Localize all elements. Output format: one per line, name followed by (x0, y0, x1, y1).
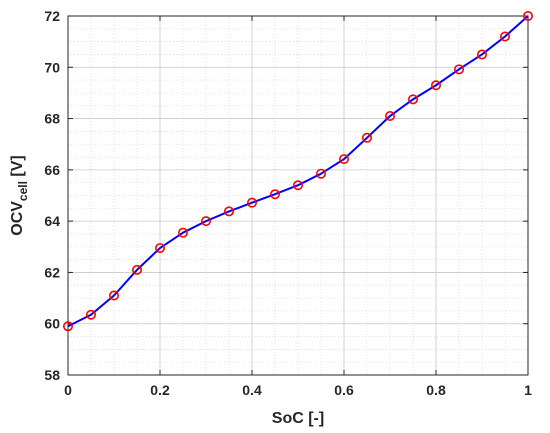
data-point-marker (361, 132, 372, 143)
data-point-marker (155, 243, 166, 254)
y-tick-label: 64 (44, 213, 60, 229)
y-tick-label: 60 (44, 316, 60, 332)
data-point-marker (224, 206, 235, 217)
data-point-marker (269, 189, 280, 200)
data-point-marker (407, 94, 418, 105)
x-tick-label: 0 (64, 382, 72, 398)
y-axis-ticks: 58 60 62 64 66 68 70 72 (44, 8, 528, 383)
y-tick-label: 58 (44, 367, 60, 383)
data-point-marker (338, 154, 349, 165)
series-group (62, 11, 533, 332)
plot-frame (67, 15, 529, 376)
data-point-marker (522, 11, 533, 21)
data-point-marker (62, 321, 73, 332)
data-point-marker (430, 80, 441, 91)
x-tick-label: 0.2 (150, 382, 170, 398)
data-point-marker (384, 111, 395, 122)
y-axis-label: OCVcell [V] (9, 155, 30, 235)
y-tick-label: 68 (44, 111, 60, 127)
data-point-marker (201, 216, 212, 227)
data-point-marker (499, 31, 510, 42)
series-line (67, 15, 529, 328)
x-tick-label: 0.4 (242, 382, 262, 398)
x-tick-label: 0.6 (334, 382, 354, 398)
x-tick-label: 0.8 (426, 382, 446, 398)
y-tick-label: 62 (44, 264, 60, 280)
data-point-marker (315, 168, 326, 179)
data-point-marker (247, 197, 258, 208)
y-axis-label-unit: [V] (9, 155, 26, 181)
y-tick-label: 66 (44, 162, 60, 178)
data-point-marker (109, 290, 120, 301)
x-axis-ticks: 0 0.2 0.4 0.6 0.8 1 (64, 16, 532, 398)
data-point-marker (132, 264, 143, 275)
y-tick-label: 70 (44, 59, 60, 75)
data-point-marker (292, 180, 303, 191)
x-tick-label: 1 (524, 382, 532, 398)
y-axis-label-main: OCV (9, 201, 26, 236)
x-axis-label: SoC [-] (272, 410, 324, 427)
y-tick-label: 72 (44, 8, 60, 24)
data-point-marker (476, 49, 487, 60)
data-point-marker (86, 309, 97, 320)
data-point-marker (178, 227, 189, 238)
data-point-marker (453, 64, 464, 75)
y-axis-label-subscript: cell (16, 181, 30, 201)
